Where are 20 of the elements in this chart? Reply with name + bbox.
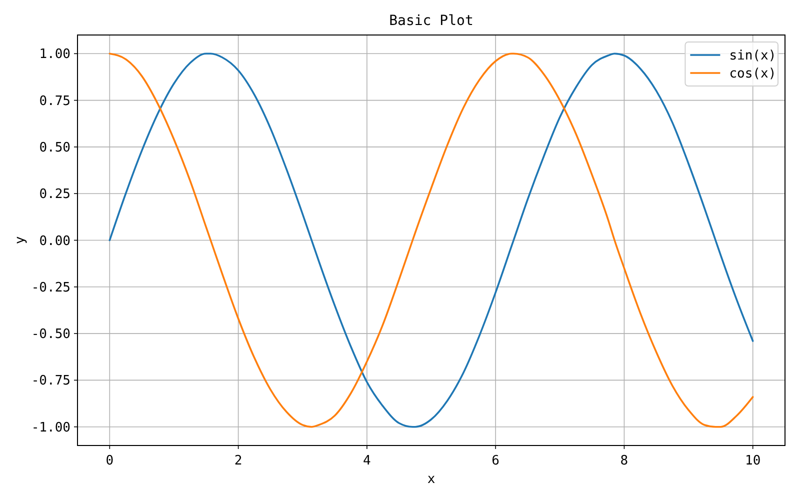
y-tick-label: 0.25: [39, 187, 70, 202]
x-tick-label: 2: [234, 454, 242, 468]
y-tick-label: 0.00: [39, 234, 70, 249]
x-tick-label: 10: [745, 454, 761, 468]
y-tick-label: 0.50: [39, 140, 70, 156]
y-tick-label: -1.00: [31, 420, 70, 436]
x-tick-label: 8: [620, 454, 628, 468]
x-tick-label: 0: [106, 454, 114, 468]
y-tick-label: 0.75: [39, 94, 70, 109]
y-tick-label: -0.75: [31, 374, 70, 389]
y-tick-label: -0.50: [31, 327, 70, 342]
y-axis-title: y: [13, 236, 28, 244]
x-axis-title: x: [427, 472, 436, 487]
x-tick-label: 4: [363, 454, 372, 468]
y-tick-label: -0.25: [31, 280, 70, 296]
chart-title: Basic Plot: [389, 13, 474, 29]
legend-label: cos(x): [729, 66, 776, 82]
x-tick-label: 6: [492, 454, 500, 468]
legend-label: sin(x): [729, 48, 776, 64]
y-tick-label: 1.00: [39, 47, 70, 62]
